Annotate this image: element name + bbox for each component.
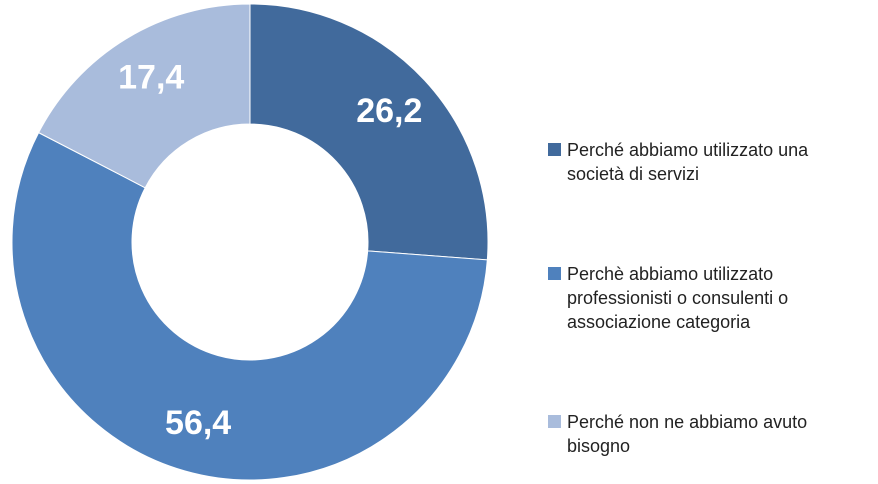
legend-label: Perché abbiamo utilizzato una società di…	[567, 140, 809, 184]
value-label: 26,2	[356, 92, 422, 130]
legend-label: Perchè abbiamo utilizzato professionisti…	[567, 264, 789, 332]
legend-item: Perché non ne abbiamo avuto bisogno	[548, 410, 848, 458]
value-label: 17,4	[118, 59, 184, 97]
legend-swatch	[548, 143, 561, 156]
donut-segment	[249, 3, 489, 261]
legend-label: Perché non ne abbiamo avuto bisogno	[567, 412, 808, 456]
value-label: 56,4	[165, 404, 231, 442]
donut-segment	[37, 3, 251, 189]
legend-item: Perchè abbiamo utilizzato professionisti…	[548, 262, 848, 334]
donut-segment	[11, 131, 488, 481]
legend-item: Perché abbiamo utilizzato una società di…	[548, 138, 848, 186]
legend-swatch	[548, 415, 561, 428]
legend-swatch	[548, 267, 561, 280]
